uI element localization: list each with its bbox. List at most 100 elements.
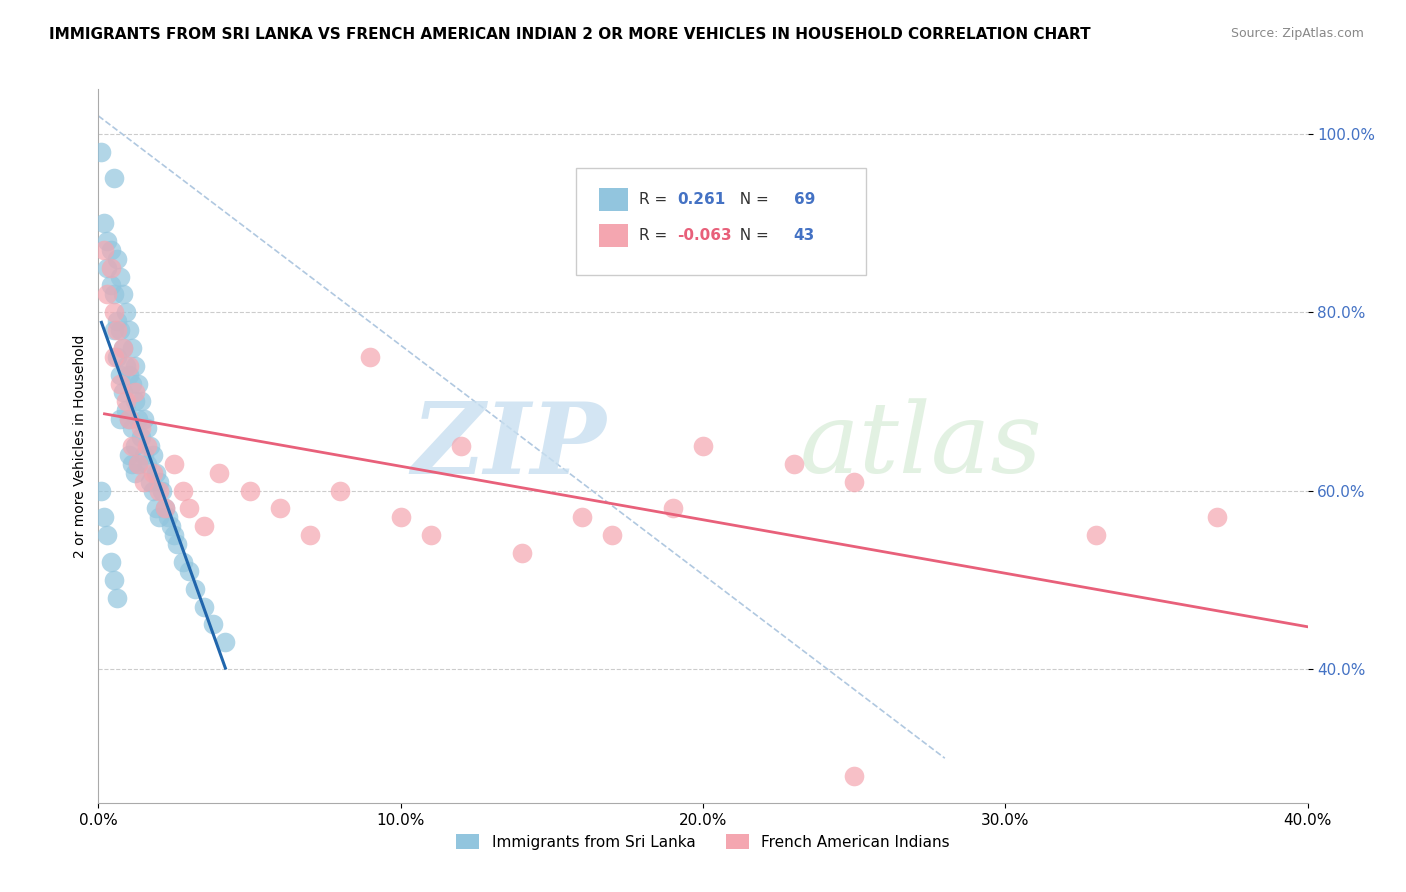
- Point: [100, 555, 122, 569]
- Point: [389, 510, 412, 524]
- Point: [145, 466, 167, 480]
- Point: [160, 519, 183, 533]
- Point: [100, 243, 122, 257]
- Point: [148, 483, 170, 498]
- Point: [100, 278, 122, 293]
- Point: [90, 483, 112, 498]
- Point: [132, 475, 155, 489]
- Point: [127, 457, 149, 471]
- Point: [129, 394, 152, 409]
- Point: [124, 439, 146, 453]
- Point: [114, 394, 136, 409]
- Point: [661, 501, 683, 516]
- Point: [108, 269, 131, 284]
- Point: [118, 448, 141, 462]
- Point: [179, 564, 201, 578]
- Point: [150, 483, 173, 498]
- Point: [360, 350, 382, 364]
- Point: [108, 376, 131, 391]
- Point: [1085, 528, 1108, 542]
- Text: -0.063: -0.063: [678, 228, 733, 243]
- FancyBboxPatch shape: [599, 224, 628, 247]
- Point: [127, 376, 149, 391]
- Point: [111, 287, 134, 301]
- Point: [118, 412, 141, 426]
- Point: [93, 510, 115, 524]
- Point: [103, 305, 125, 319]
- Point: [121, 439, 143, 453]
- Point: [172, 483, 194, 498]
- Point: [142, 483, 165, 498]
- Point: [844, 475, 866, 489]
- FancyBboxPatch shape: [576, 168, 866, 275]
- Point: [148, 510, 170, 524]
- Point: [103, 287, 125, 301]
- Point: [135, 439, 157, 453]
- Text: ZIP: ZIP: [412, 398, 606, 494]
- Point: [156, 510, 179, 524]
- Y-axis label: 2 or more Vehicles in Household: 2 or more Vehicles in Household: [73, 334, 87, 558]
- Point: [299, 528, 322, 542]
- Point: [193, 519, 215, 533]
- Point: [105, 591, 128, 605]
- Point: [118, 323, 141, 337]
- Point: [602, 528, 624, 542]
- Point: [111, 341, 134, 355]
- Text: Source: ZipAtlas.com: Source: ZipAtlas.com: [1230, 27, 1364, 40]
- Point: [142, 448, 165, 462]
- Point: [145, 501, 167, 516]
- Point: [124, 359, 146, 373]
- Point: [214, 635, 236, 649]
- Text: IMMIGRANTS FROM SRI LANKA VS FRENCH AMERICAN INDIAN 2 OR MORE VEHICLES IN HOUSEH: IMMIGRANTS FROM SRI LANKA VS FRENCH AMER…: [49, 27, 1091, 42]
- Text: R =: R =: [638, 228, 672, 243]
- Point: [121, 457, 143, 471]
- Point: [127, 457, 149, 471]
- Point: [93, 216, 115, 230]
- Point: [148, 475, 170, 489]
- Point: [105, 314, 128, 328]
- Point: [139, 439, 162, 453]
- Point: [103, 171, 125, 186]
- Point: [172, 555, 194, 569]
- Text: 0.261: 0.261: [678, 193, 725, 207]
- Point: [163, 528, 186, 542]
- Point: [103, 573, 125, 587]
- Point: [510, 546, 533, 560]
- Point: [153, 501, 176, 516]
- Point: [105, 252, 128, 266]
- Point: [100, 260, 122, 275]
- Point: [114, 305, 136, 319]
- Point: [135, 457, 157, 471]
- Point: [124, 466, 146, 480]
- Point: [692, 439, 714, 453]
- Point: [105, 350, 128, 364]
- Point: [139, 475, 162, 489]
- Point: [108, 412, 131, 426]
- Point: [96, 260, 118, 275]
- Point: [121, 341, 143, 355]
- Point: [132, 412, 155, 426]
- Point: [118, 368, 141, 382]
- Point: [166, 537, 188, 551]
- Point: [239, 483, 262, 498]
- Point: [114, 359, 136, 373]
- Point: [90, 145, 112, 159]
- Point: [1206, 510, 1229, 524]
- Point: [103, 350, 125, 364]
- Point: [111, 385, 134, 400]
- Point: [127, 412, 149, 426]
- Point: [121, 421, 143, 435]
- Point: [96, 528, 118, 542]
- Point: [129, 430, 152, 444]
- Point: [129, 421, 152, 435]
- Point: [208, 466, 231, 480]
- Point: [118, 359, 141, 373]
- Point: [135, 421, 157, 435]
- Point: [179, 501, 201, 516]
- Point: [193, 599, 215, 614]
- Point: [571, 510, 593, 524]
- Text: 69: 69: [793, 193, 815, 207]
- Point: [96, 234, 118, 248]
- Point: [108, 368, 131, 382]
- Point: [450, 439, 472, 453]
